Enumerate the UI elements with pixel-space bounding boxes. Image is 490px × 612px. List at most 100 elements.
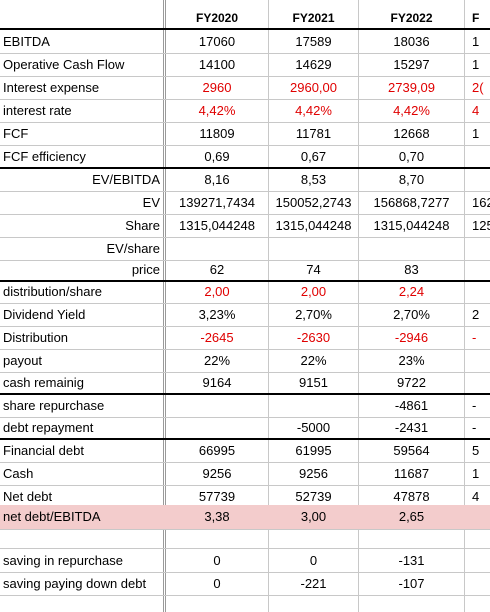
row-label[interactable] [3,530,161,552]
cell-value[interactable]: 9164 [202,375,232,390]
cell-value[interactable]: 14629 [295,57,332,72]
cell-value[interactable]: 156868,7277 [373,195,450,210]
cell-value[interactable]: - [472,398,477,413]
cell-value[interactable]: 8,16 [204,172,230,187]
cell-value[interactable] [466,169,490,191]
cell-value[interactable]: 2960 [202,80,232,95]
cell-value[interactable] [270,395,357,417]
cell-value[interactable]: 0 [213,553,221,568]
cell-value[interactable]: 17589 [295,34,332,49]
cell-value[interactable]: -2946 [394,330,429,345]
cell-value[interactable]: - [472,330,477,345]
row-label[interactable]: EV/share [106,241,160,256]
row-label[interactable]: Financial debt [3,443,84,458]
row-label[interactable]: debt repayment [3,420,94,435]
cell-value[interactable]: 2,70% [393,307,430,322]
cell-value[interactable] [359,238,464,260]
cell-value[interactable] [466,573,490,595]
row-label[interactable]: distribution/share [3,284,102,299]
cell-value[interactable]: 1 [472,57,480,72]
cell-value[interactable]: 22% [300,353,327,368]
cell-value[interactable]: 83 [404,262,419,277]
cell-value[interactable]: 9722 [397,375,426,390]
cell-value[interactable]: 3,38 [204,509,230,524]
cell-value[interactable]: 2,65 [398,509,425,524]
cell-value[interactable]: 18036 [393,34,430,49]
cell-value[interactable]: 61995 [295,443,332,458]
row-label[interactable]: EV/EBITDA [92,172,160,187]
cell-value[interactable] [466,146,490,168]
row-label[interactable]: cash remainig [3,375,84,390]
cell-value[interactable]: 52739 [295,489,332,504]
cell-value[interactable]: 2,24 [398,284,425,299]
row-label[interactable]: FCF efficiency [3,149,86,164]
cell-value[interactable]: 0,69 [204,149,230,164]
cell-value[interactable]: 12668 [393,126,430,141]
row-label[interactable]: EBITDA [3,34,50,49]
cell-value[interactable]: 3,23% [198,307,236,322]
row-label[interactable]: Share [125,218,160,233]
row-label[interactable]: net debt/EBITDA [3,509,101,524]
header-next-year[interactable]: F [472,11,480,25]
cell-value[interactable] [466,259,490,281]
cell-value[interactable]: 2,00 [204,284,230,299]
row-label[interactable]: share repurchase [3,398,105,413]
cell-value[interactable]: 3,00 [300,509,327,524]
cell-value[interactable]: 0 [213,576,221,591]
cell-value[interactable]: 2,00 [300,284,327,299]
row-label[interactable]: Interest expense [3,80,100,95]
cell-value[interactable]: 74 [306,262,321,277]
cell-value[interactable]: 1315,044248 [373,218,450,233]
cell-value[interactable]: 59564 [393,443,430,458]
cell-value[interactable] [166,417,268,439]
cell-value[interactable]: 2( [472,80,484,95]
row-label[interactable]: Cash [3,466,34,481]
cell-value[interactable]: 22% [203,353,231,368]
cell-value[interactable]: -5000 [296,420,331,435]
header-fy2021[interactable]: FY2021 [292,11,335,25]
cell-value[interactable]: 11809 [199,126,235,141]
row-label[interactable]: payout [3,353,43,368]
cell-value[interactable]: 4,42% [198,103,236,118]
cell-value[interactable] [466,550,490,572]
row-label[interactable]: FCF [3,126,29,141]
cell-value[interactable]: 139271,7434 [179,195,255,210]
cell-value[interactable]: 14100 [198,57,236,72]
cell-value[interactable]: 0,67 [300,149,327,164]
cell-value[interactable]: 2,70% [295,307,332,322]
row-label[interactable]: Dividend Yield [3,307,86,322]
row-label[interactable]: EV [142,195,160,210]
row-label[interactable]: Distribution [3,330,69,345]
cell-value[interactable]: 1315,044248 [179,218,255,233]
cell-value[interactable]: 62 [209,262,225,277]
cell-value[interactable]: 1315,044248 [275,218,352,233]
cell-value[interactable]: 1 [472,34,480,49]
cell-value[interactable]: 9256 [299,466,328,481]
cell-value[interactable]: 1 [472,466,480,481]
cell-value[interactable]: 8,53 [300,172,327,187]
row-label[interactable]: price [131,262,160,277]
cell-value[interactable]: 2960,00 [290,80,337,95]
cell-value[interactable]: 8,70 [398,172,425,187]
cell-value[interactable]: 11781 [295,126,332,141]
row-label[interactable]: interest rate [3,103,72,118]
cell-value[interactable]: -221 [300,576,327,591]
row-label[interactable]: saving paying down debt [3,576,147,591]
cell-value[interactable] [466,372,490,394]
cell-value[interactable]: 57739 [198,489,236,504]
cell-value[interactable]: 0,70 [398,149,425,164]
cell-value[interactable]: 162 [472,195,490,210]
cell-value[interactable]: -107 [398,576,425,591]
cell-value[interactable]: 4,42% [295,103,332,118]
cell-value[interactable]: 0 [309,553,318,568]
cell-value[interactable]: -2431 [394,420,429,435]
cell-value[interactable]: -2630 [296,330,331,345]
cell-value[interactable]: 4,42% [393,103,430,118]
cell-value[interactable]: 5 [472,443,480,458]
cell-value[interactable]: 150052,2743 [275,195,352,210]
cell-value[interactable]: 9151 [299,375,328,390]
cell-value[interactable]: -2645 [200,330,234,345]
cell-value[interactable] [466,505,490,530]
cell-value[interactable]: 23% [398,353,425,368]
cell-value[interactable] [166,238,268,260]
